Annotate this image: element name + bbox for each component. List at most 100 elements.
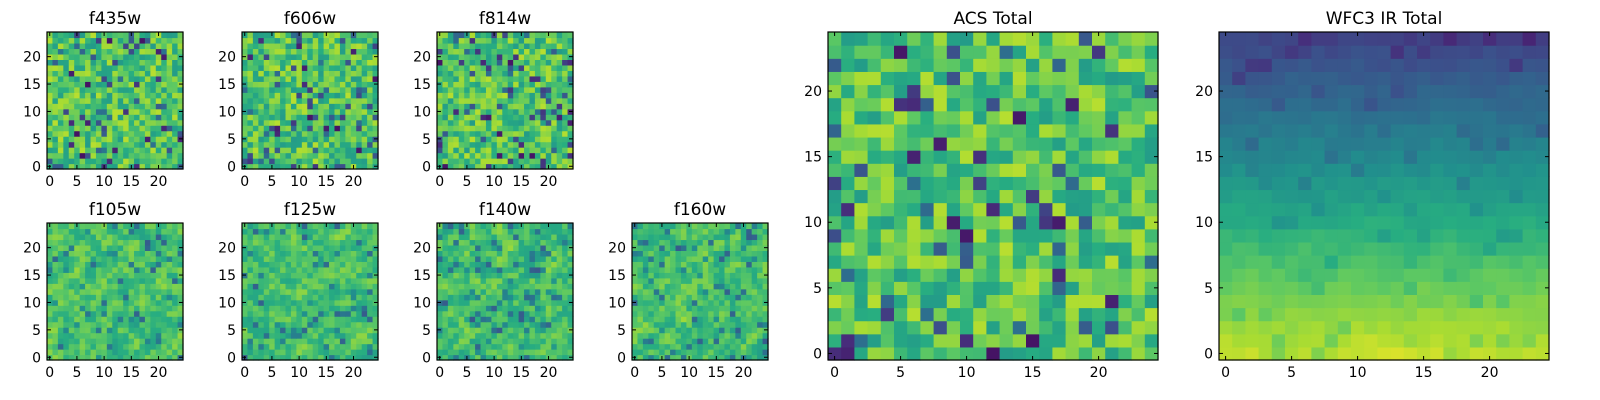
- heatmap-cell: [57, 114, 64, 121]
- heatmap-cell: [447, 114, 454, 121]
- heatmap-cell: [485, 228, 492, 235]
- heatmap-cell: [172, 125, 179, 132]
- heatmap-cell: [290, 32, 297, 39]
- heatmap-cell: [1078, 202, 1093, 217]
- heatmap-cell: [117, 152, 124, 159]
- heatmap-cell: [74, 97, 81, 104]
- heatmap-cell: [480, 86, 487, 93]
- heatmap-cell: [653, 266, 660, 273]
- y-tick-label: 10: [218, 295, 236, 311]
- heatmap-cell: [339, 108, 346, 115]
- heatmap-cell: [101, 81, 108, 88]
- heatmap-cell: [74, 75, 81, 82]
- heatmap-cell: [345, 136, 352, 143]
- heatmap-cell: [480, 141, 487, 148]
- heatmap-cell: [361, 119, 368, 126]
- heatmap-cell: [150, 163, 157, 170]
- heatmap-cell: [345, 70, 352, 77]
- heatmap-cell: [307, 244, 314, 251]
- heatmap-cell: [724, 261, 731, 268]
- heatmap-cell: [166, 42, 173, 50]
- axes-frame: [436, 31, 574, 170]
- heatmap-cell: [361, 103, 368, 110]
- x-tick-label: 10: [485, 365, 503, 381]
- heatmap-cell: [290, 354, 297, 361]
- heatmap-cell: [670, 233, 677, 241]
- heatmap-cell: [475, 277, 482, 284]
- heatmap-cell: [301, 97, 308, 104]
- heatmap-cell: [258, 163, 265, 170]
- heatmap-cell: [166, 152, 173, 159]
- heatmap-cell: [670, 354, 677, 361]
- heatmap-cell: [867, 215, 882, 230]
- heatmap-cell: [361, 158, 368, 165]
- heatmap-cell: [518, 158, 525, 165]
- heatmap-cell: [751, 233, 758, 241]
- heatmap-cell: [534, 42, 541, 50]
- heatmap-cell: [247, 114, 254, 121]
- heatmap-cell: [680, 354, 687, 361]
- heatmap-cell: [117, 75, 124, 82]
- heatmap-cell: [475, 48, 482, 55]
- y-tick-label: 20: [218, 50, 236, 66]
- heatmap-cell: [85, 158, 92, 165]
- heatmap-cell: [502, 261, 509, 268]
- heatmap-cell: [529, 327, 536, 334]
- heatmap-cell: [502, 114, 509, 121]
- heatmap-cell: [301, 316, 308, 323]
- heatmap-cell: [907, 241, 921, 256]
- heatmap-cell: [447, 64, 454, 71]
- heatmap-cell: [502, 277, 509, 284]
- heatmap-cell: [312, 86, 319, 93]
- heatmap-cell: [144, 327, 151, 334]
- heatmap-cell: [112, 310, 119, 317]
- heatmap-cell: [95, 141, 102, 148]
- heatmap-cell: [458, 250, 465, 257]
- heatmap-cell: [697, 310, 704, 317]
- heatmap-cell: [63, 97, 70, 104]
- heatmap-cell: [540, 103, 547, 110]
- heatmap-cell: [290, 70, 297, 77]
- heatmap-cell: [551, 321, 558, 328]
- heatmap-cell: [458, 349, 465, 356]
- heatmap-cell: [485, 152, 492, 159]
- heatmap-cell: [329, 321, 336, 328]
- heatmap-cell: [68, 288, 75, 295]
- heatmap-cell: [90, 239, 97, 246]
- heatmap-cell: [161, 305, 168, 312]
- heatmap-cell: [648, 327, 655, 334]
- heatmap-cell: [708, 321, 715, 328]
- heatmap-cell: [670, 310, 677, 317]
- heatmap-cell: [139, 81, 146, 88]
- heatmap-cell: [529, 294, 536, 301]
- heatmap-cell: [529, 283, 536, 290]
- heatmap-cell: [880, 215, 895, 230]
- heatmap-cell: [280, 288, 287, 295]
- heatmap-cell: [47, 125, 54, 132]
- heatmap-cell: [312, 338, 319, 345]
- heatmap-cell: [469, 255, 476, 262]
- heatmap-cell: [507, 261, 514, 268]
- heatmap-cell: [529, 288, 536, 295]
- heatmap-cell: [708, 310, 715, 317]
- heatmap-cell: [269, 108, 276, 115]
- heatmap-cell: [68, 141, 75, 148]
- heatmap-cell: [68, 316, 75, 323]
- heatmap-cell: [518, 37, 525, 44]
- heatmap-cell: [1026, 320, 1040, 335]
- heatmap-cell: [719, 261, 726, 268]
- heatmap-cell: [150, 277, 157, 284]
- heatmap-cell: [933, 176, 948, 191]
- heatmap-cell: [247, 294, 254, 301]
- heatmap-cell: [1144, 228, 1159, 243]
- heatmap-cell: [719, 294, 726, 301]
- heatmap-cell: [485, 32, 492, 39]
- heatmap-cell: [150, 53, 157, 60]
- heatmap-cell: [464, 103, 471, 110]
- heatmap-cell: [285, 37, 292, 44]
- heatmap-cell: [1092, 320, 1106, 335]
- heatmap-cell: [691, 233, 698, 241]
- heatmap-cell: [986, 294, 1001, 309]
- heatmap-cell: [345, 158, 352, 165]
- heatmap-cell: [907, 150, 921, 164]
